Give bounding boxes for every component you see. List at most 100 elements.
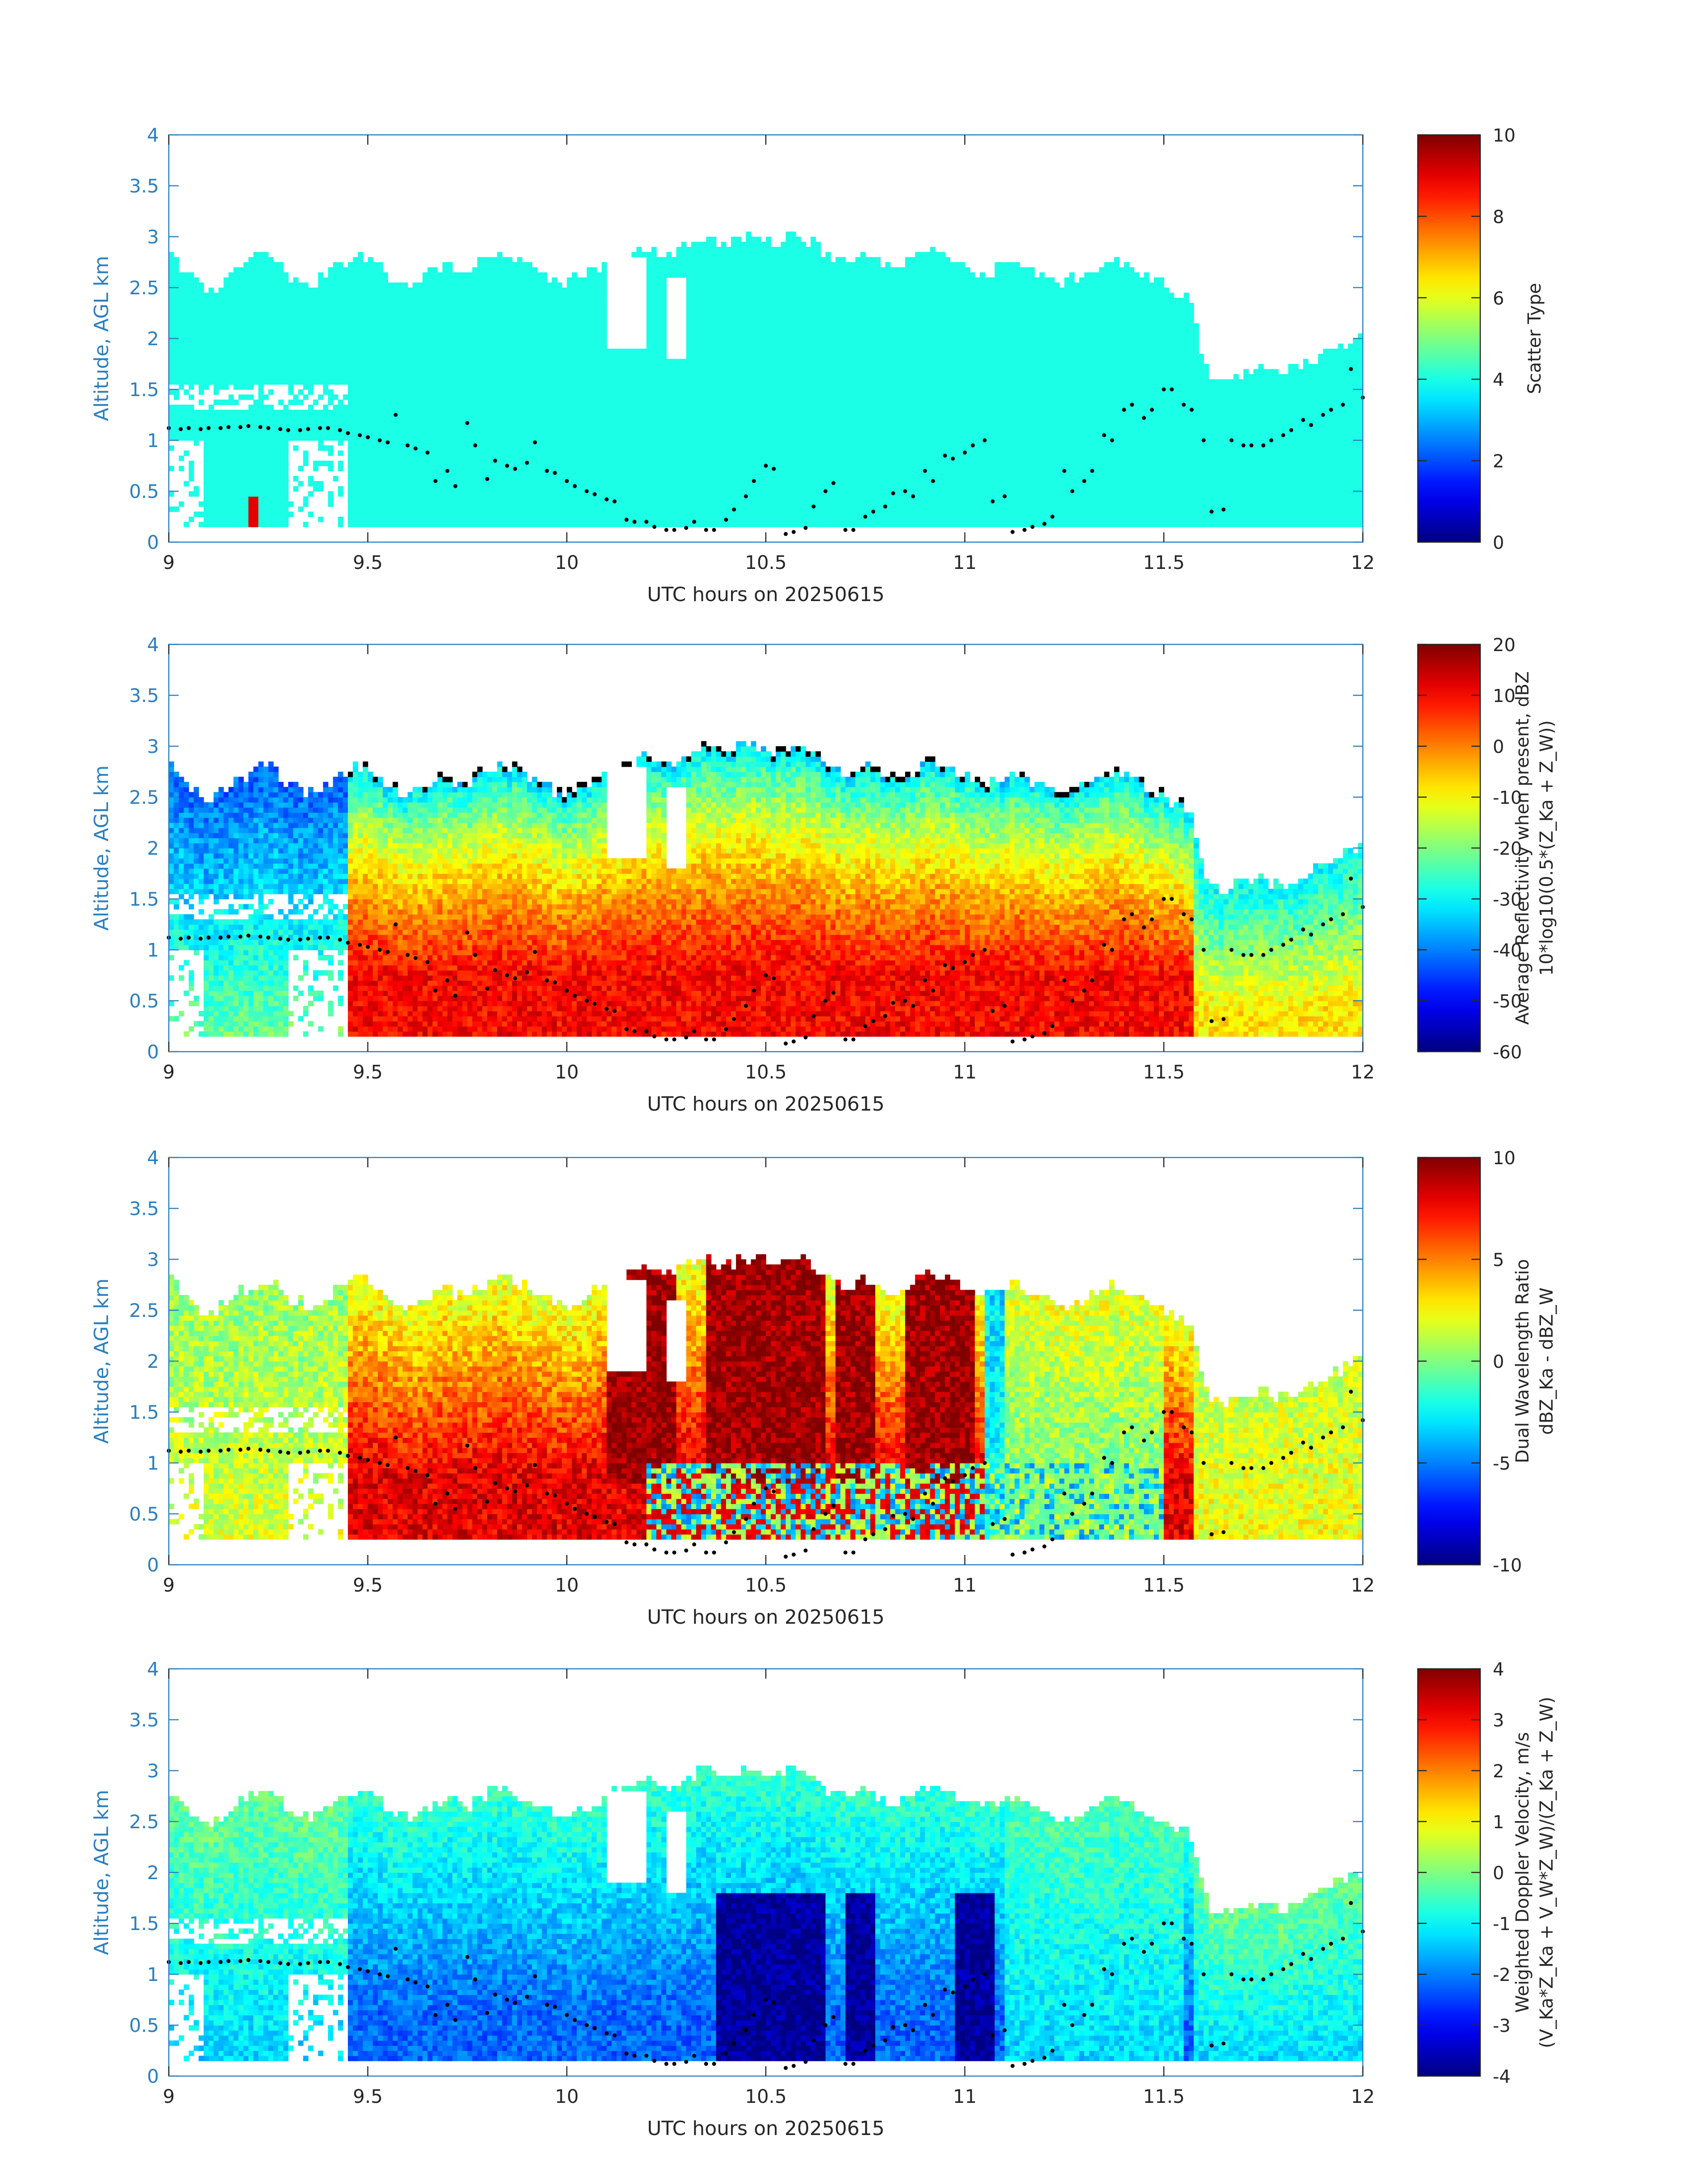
- heatmap-cell: [298, 369, 304, 374]
- heatmap-cell: [398, 445, 403, 451]
- heatmap-cell: [497, 491, 502, 497]
- heatmap-cell: [393, 461, 398, 466]
- heatmap-cell: [443, 334, 448, 339]
- heatmap-cell: [427, 364, 433, 369]
- heatmap-cell: [422, 400, 428, 405]
- heatmap-cell: [502, 288, 508, 293]
- heatmap-cell: [512, 512, 518, 517]
- heatmap-cell: [224, 318, 229, 323]
- heatmap-cell: [398, 308, 403, 313]
- heatmap-cell: [338, 522, 343, 527]
- heatmap-cell: [502, 501, 508, 507]
- heatmap-cell: [398, 410, 403, 415]
- heatmap-cell: [438, 430, 443, 435]
- heatmap-cell: [487, 466, 493, 471]
- heatmap-cell: [363, 410, 368, 415]
- heatmap-cell: [472, 328, 478, 334]
- heatmap-cell: [472, 292, 478, 298]
- heatmap-cell: [492, 379, 497, 384]
- heatmap-cell: [457, 308, 463, 313]
- heatmap-cell: [313, 318, 318, 323]
- heatmap-cell: [283, 298, 288, 303]
- heatmap-cell: [243, 430, 249, 435]
- heatmap-cell: [184, 318, 189, 323]
- heatmap-cell: [253, 491, 259, 497]
- heatmap-cell: [308, 318, 313, 323]
- heatmap-cell: [443, 313, 448, 318]
- heatmap-cell: [328, 328, 334, 334]
- heatmap-cell: [333, 364, 338, 369]
- heatmap-cell: [209, 455, 214, 461]
- heatmap-cell: [418, 496, 423, 501]
- heatmap-cell: [253, 364, 259, 369]
- heatmap-cell: [502, 415, 508, 420]
- heatmap-cell: [194, 374, 199, 380]
- heatmap-cell: [433, 338, 438, 344]
- heatmap-cell: [408, 394, 413, 400]
- heatmap-cell: [238, 420, 244, 425]
- heatmap-cell: [457, 425, 463, 430]
- heatmap-cell: [398, 400, 403, 405]
- heatmap-cell: [497, 323, 502, 329]
- heatmap-cell: [452, 405, 458, 410]
- heatmap-cell: [487, 430, 493, 435]
- heatmap-cell: [422, 328, 428, 334]
- heatmap-cell: [363, 338, 368, 344]
- heatmap-cell: [199, 435, 204, 441]
- heatmap-cell: [343, 313, 348, 318]
- heatmap-cell: [447, 512, 453, 517]
- heatmap-cell: [253, 318, 259, 323]
- heatmap-cell: [422, 288, 428, 293]
- heatmap-cell: [194, 440, 199, 446]
- heatmap-cell: [259, 364, 264, 369]
- heatmap-cell: [273, 415, 279, 420]
- heatmap-cell: [373, 420, 378, 425]
- heatmap-cell: [418, 440, 423, 446]
- heatmap-cell: [398, 466, 403, 471]
- heatmap-cell: [273, 277, 279, 283]
- heatmap-cell: [492, 430, 497, 435]
- heatmap-cell: [308, 512, 313, 517]
- heatmap-cell: [422, 512, 428, 517]
- heatmap-cell: [333, 292, 338, 298]
- heatmap-cell: [199, 292, 204, 298]
- heatmap-cell: [468, 506, 473, 512]
- heatmap-cell: [418, 298, 423, 303]
- heatmap-cell: [298, 389, 304, 395]
- heatmap-cell: [472, 313, 478, 318]
- heatmap-cell: [462, 349, 468, 354]
- heatmap-cell: [283, 415, 288, 420]
- heatmap-cell: [293, 425, 299, 430]
- heatmap-cell: [378, 496, 383, 501]
- heatmap-cell: [298, 354, 304, 359]
- heatmap-cell: [268, 501, 274, 507]
- heatmap-cell: [248, 338, 254, 344]
- heatmap-cell: [487, 491, 493, 497]
- heatmap-cell: [174, 359, 179, 364]
- heatmap-cell: [418, 517, 423, 522]
- heatmap-cell: [253, 354, 259, 359]
- heatmap-cell: [427, 501, 433, 507]
- heatmap-cell: [229, 415, 234, 420]
- heatmap-cell: [229, 476, 234, 481]
- heatmap-cell: [218, 481, 224, 486]
- heatmap-cell: [388, 359, 393, 364]
- heatmap-cell: [502, 292, 508, 298]
- heatmap-cell: [259, 267, 264, 272]
- heatmap-cell: [348, 501, 353, 507]
- heatmap-cell: [283, 364, 288, 369]
- heatmap-cell: [468, 491, 473, 497]
- heatmap-cell: [408, 384, 413, 390]
- heatmap-cell: [174, 430, 179, 435]
- heatmap-cell: [213, 420, 219, 425]
- heatmap-cell: [502, 512, 508, 517]
- heatmap-cell: [388, 461, 393, 466]
- heatmap-cell: [427, 486, 433, 492]
- heatmap-cell: [189, 303, 194, 308]
- heatmap-cell: [204, 522, 209, 527]
- heatmap-cell: [447, 308, 453, 313]
- heatmap-cell: [398, 481, 403, 486]
- heatmap-cell: [487, 343, 493, 349]
- heatmap-cell: [487, 384, 493, 390]
- heatmap-cell: [234, 318, 239, 323]
